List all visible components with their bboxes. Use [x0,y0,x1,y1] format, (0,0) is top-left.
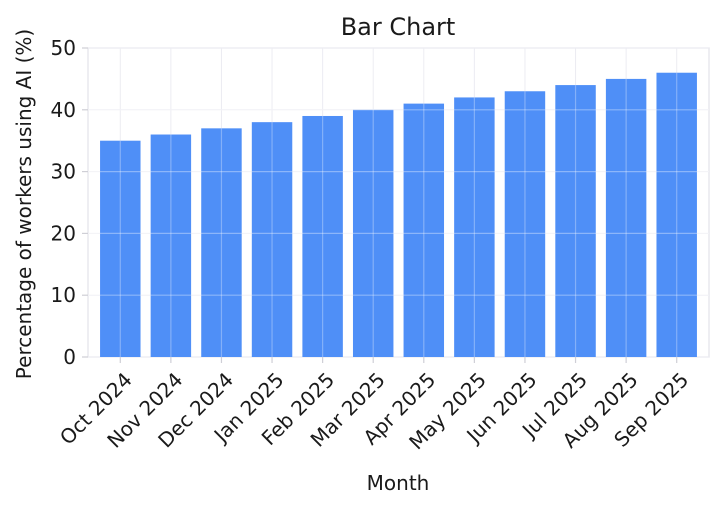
bar [100,140,141,357]
bar [150,134,192,357]
y-tick-label: 40 [51,98,76,122]
bar [504,91,546,357]
bar [454,97,495,357]
bar [403,103,445,358]
y-axis-ticks: 0 10 20 30 40 50 [51,36,88,369]
chart-title: Bar Chart [341,13,456,41]
bar [656,72,697,357]
bar [555,85,596,357]
bar [201,128,242,357]
bar [302,115,343,357]
y-tick-label: 0 [63,345,76,369]
y-tick-label: 20 [51,221,76,245]
bar [605,78,647,358]
x-axis-label: Month [367,471,430,495]
gridlines-overlay [88,72,709,357]
y-tick-label: 30 [51,160,76,184]
bars [100,72,697,358]
y-axis-label: Percentage of workers using AI (%) [12,29,36,379]
bar [352,109,394,357]
y-tick-label: 50 [51,36,76,60]
y-tick-label: 10 [51,283,76,307]
bar [251,122,293,357]
